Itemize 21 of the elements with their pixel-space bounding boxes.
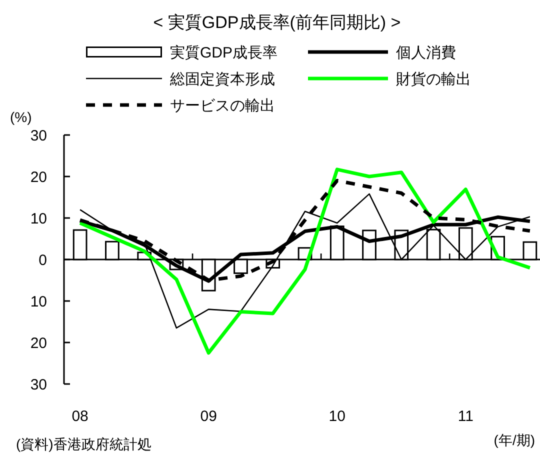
legend-label: 個人消費 — [396, 44, 456, 62]
chart-title: < 実質GDP成長率(前年同期比) > — [153, 13, 401, 32]
legend-label: 財貨の輸出 — [396, 71, 471, 88]
text: (資料)香港政府統計処 — [16, 436, 152, 452]
x-tick-label: 10 — [328, 408, 346, 425]
x-axis-title: (年/期) — [494, 432, 535, 448]
legend-label: サービスの輸出 — [170, 98, 275, 114]
y-tick-label: 30 — [30, 376, 47, 394]
y-tick-label: 0 — [38, 252, 47, 269]
y-tick-label: 30 — [30, 128, 47, 144]
y-tick-label: 10 — [30, 294, 47, 310]
legend-label: 総固定資本形成 — [170, 71, 275, 88]
y-tick-label: 10 — [30, 210, 47, 228]
x-tick-label: 11 — [458, 408, 474, 425]
y-tick-label: 20 — [30, 335, 47, 352]
y-tick-label: 20 — [30, 169, 47, 186]
y-axis-title: (%) — [10, 109, 32, 125]
x-tick-label: 09 — [200, 408, 217, 425]
legend-label: 実質GDP成長率 — [170, 44, 278, 62]
x-tick-label: 08 — [72, 408, 88, 425]
line-series — [78, 168, 532, 355]
